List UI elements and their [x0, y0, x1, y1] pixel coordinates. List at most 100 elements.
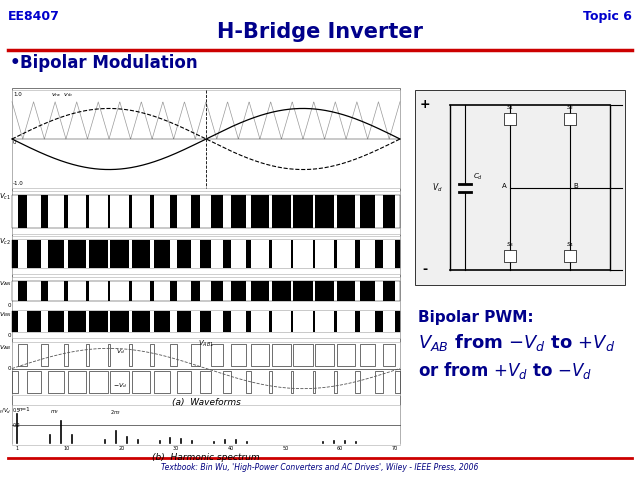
- Bar: [211, 195, 223, 228]
- Bar: [272, 195, 291, 228]
- Bar: [211, 240, 223, 268]
- Bar: [291, 371, 293, 393]
- Bar: [12, 281, 400, 301]
- Text: -1.0: -1.0: [13, 181, 24, 186]
- Bar: [150, 195, 154, 228]
- Bar: [383, 281, 396, 301]
- Bar: [12, 240, 400, 268]
- Text: Bipolar PWM:: Bipolar PWM:: [418, 310, 534, 325]
- Bar: [251, 195, 269, 228]
- Bar: [191, 240, 200, 268]
- Bar: [12, 312, 400, 332]
- Bar: [504, 250, 516, 262]
- Text: $V_d$: $V_d$: [116, 347, 125, 356]
- Bar: [337, 281, 355, 301]
- Bar: [150, 312, 154, 332]
- Text: 60: 60: [337, 446, 343, 451]
- Bar: [108, 195, 110, 228]
- Text: $V_{c2}$: $V_{c2}$: [0, 237, 11, 247]
- Bar: [191, 344, 200, 366]
- Bar: [251, 281, 269, 301]
- Bar: [18, 195, 28, 228]
- Bar: [12, 371, 18, 393]
- Bar: [231, 240, 246, 268]
- Text: 0: 0: [8, 366, 11, 371]
- Bar: [191, 312, 200, 332]
- Bar: [86, 281, 89, 301]
- Bar: [334, 371, 337, 393]
- Bar: [170, 312, 177, 332]
- Bar: [12, 277, 400, 338]
- Bar: [360, 344, 375, 366]
- Text: 50: 50: [282, 446, 289, 451]
- Bar: [18, 240, 28, 268]
- Bar: [108, 281, 110, 301]
- Text: 70: 70: [392, 446, 397, 451]
- Text: or from $+V_d$ to $-V_d$: or from $+V_d$ to $-V_d$: [418, 360, 592, 381]
- Bar: [315, 281, 334, 301]
- Text: 0.5: 0.5: [13, 408, 20, 413]
- Bar: [375, 371, 383, 393]
- Bar: [150, 240, 154, 268]
- Bar: [337, 195, 355, 228]
- Bar: [504, 113, 516, 125]
- Text: 0: 0: [8, 333, 11, 338]
- Text: $V_{AB1}$: $V_{AB1}$: [198, 339, 214, 349]
- Bar: [337, 344, 355, 366]
- Bar: [231, 195, 246, 228]
- Bar: [41, 195, 47, 228]
- Bar: [564, 250, 576, 262]
- Bar: [383, 312, 396, 332]
- Bar: [223, 371, 231, 393]
- Bar: [293, 281, 313, 301]
- Text: $2m_f$: $2m_f$: [110, 408, 122, 417]
- Bar: [108, 240, 110, 268]
- Text: (b)  Harmonic spectrum: (b) Harmonic spectrum: [152, 453, 260, 462]
- Bar: [68, 371, 86, 393]
- Bar: [272, 344, 291, 366]
- Text: EE8407: EE8407: [8, 10, 60, 23]
- Bar: [383, 195, 396, 228]
- Bar: [47, 371, 64, 393]
- Text: +: +: [420, 98, 430, 111]
- Text: (a)  Waveforms: (a) Waveforms: [172, 398, 241, 407]
- Bar: [251, 344, 269, 366]
- Bar: [170, 195, 177, 228]
- Bar: [132, 371, 150, 393]
- Bar: [272, 281, 291, 301]
- Bar: [313, 371, 315, 393]
- Bar: [269, 371, 272, 393]
- Bar: [177, 371, 191, 393]
- Text: B: B: [573, 183, 578, 190]
- Bar: [315, 312, 334, 332]
- Bar: [251, 312, 269, 332]
- Bar: [86, 344, 89, 366]
- Bar: [293, 195, 313, 228]
- Text: $-V_d$: $-V_d$: [113, 381, 128, 390]
- Text: $S_1$: $S_1$: [506, 103, 514, 112]
- Text: A: A: [502, 183, 507, 190]
- Text: $\hat{V}_{AB}/V_d$: $\hat{V}_{AB}/V_d$: [0, 406, 11, 417]
- Text: $V_d$: $V_d$: [431, 181, 442, 194]
- Text: $C_d$: $C_d$: [473, 171, 483, 181]
- Text: •: •: [10, 54, 20, 72]
- Bar: [272, 240, 291, 268]
- Bar: [383, 240, 396, 268]
- Bar: [12, 405, 400, 445]
- Bar: [396, 371, 400, 393]
- Text: n=1: n=1: [19, 407, 30, 412]
- Text: $m_f$: $m_f$: [50, 408, 59, 416]
- Bar: [18, 312, 28, 332]
- Bar: [108, 312, 110, 332]
- Text: Textbook: Bin Wu, 'High-Power Converters and AC Drives', Wiley - IEEE Press, 200: Textbook: Bin Wu, 'High-Power Converters…: [161, 463, 479, 472]
- Bar: [64, 312, 68, 332]
- Bar: [211, 312, 223, 332]
- Text: Topic 6: Topic 6: [583, 10, 632, 23]
- Bar: [86, 240, 89, 268]
- Bar: [12, 88, 400, 443]
- Bar: [89, 371, 108, 393]
- Bar: [337, 240, 355, 268]
- Bar: [200, 371, 211, 393]
- Bar: [315, 240, 334, 268]
- Text: H-Bridge Inverter: H-Bridge Inverter: [217, 22, 423, 42]
